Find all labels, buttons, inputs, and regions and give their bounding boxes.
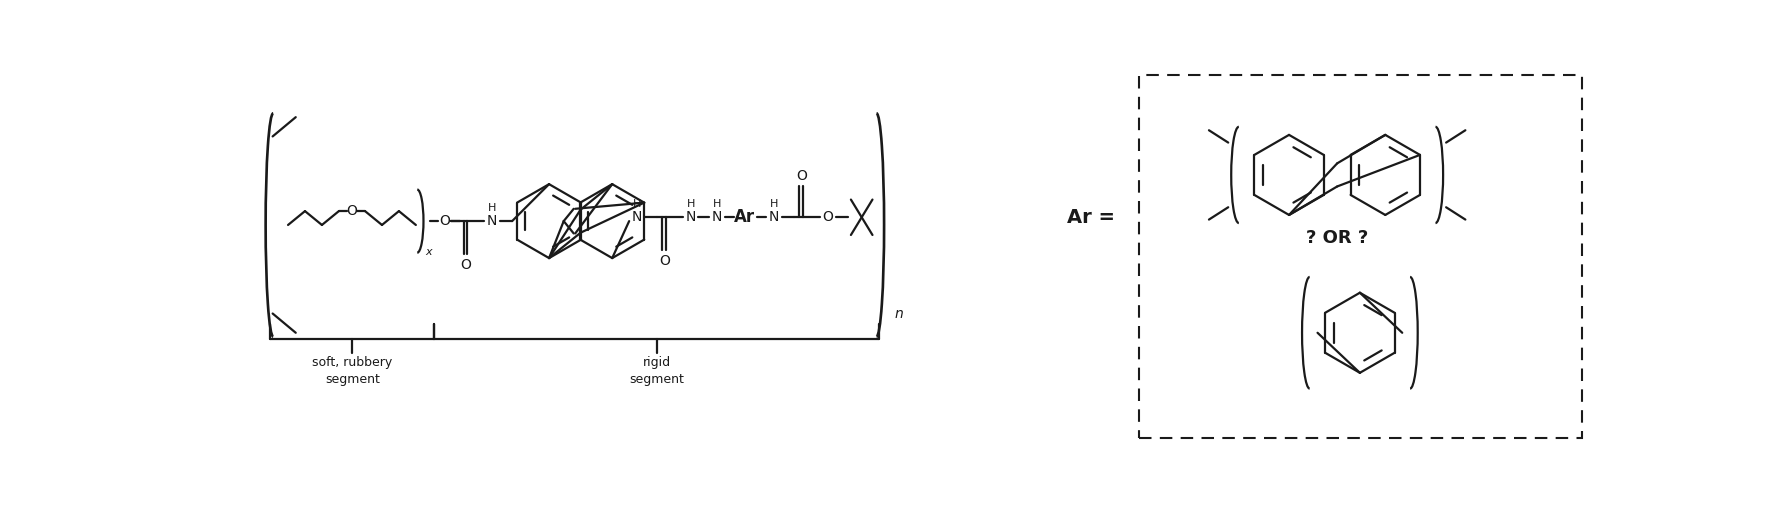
Text: n: n [895,306,902,321]
Text: soft, rubbery
segment: soft, rubbery segment [313,356,392,386]
Bar [1138,75,1582,438]
Text: O: O [796,170,806,183]
Text: N: N [712,210,723,224]
Text: rigid
segment: rigid segment [629,356,684,386]
Text: H: H [769,199,778,209]
Text: ? OR ?: ? OR ? [1305,229,1368,247]
Text: H: H [712,199,721,209]
Text: Ar =: Ar = [1067,208,1115,227]
Text: O: O [440,214,451,228]
Text: Ar: Ar [733,208,755,226]
Text: H: H [687,199,694,209]
Text: O: O [346,204,357,218]
Text: O: O [460,258,471,272]
Text: H: H [488,203,496,213]
Text: O: O [822,210,833,224]
Text: O: O [659,254,670,268]
Text: H: H [632,199,641,209]
Text: N: N [686,210,696,224]
Text: N: N [769,210,780,224]
Text: x: x [426,247,432,257]
Text: N: N [487,214,497,228]
Text: N: N [632,210,643,224]
